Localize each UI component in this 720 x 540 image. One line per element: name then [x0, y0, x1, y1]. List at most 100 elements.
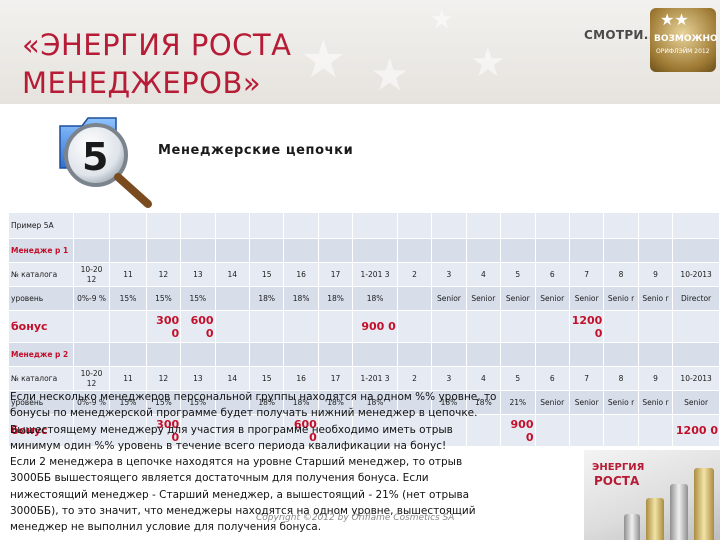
- explanation-line: 3000ББ), то это значит, что менеджеры на…: [10, 505, 476, 518]
- header-band: ★ ★ ★ ★ «ЭНЕРГИЯ РОСТА МЕНЕДЖЕРОВ» СМОТР…: [0, 0, 720, 104]
- table-cell: [72, 342, 111, 367]
- table-cell: 18%: [248, 286, 285, 311]
- table-cell: [500, 212, 536, 239]
- table-cell: Senior: [500, 286, 536, 311]
- silver-column-icon: [670, 484, 688, 540]
- table-cell: [109, 342, 147, 367]
- row-label-cell: Пример 5А: [8, 212, 74, 239]
- table-cell: 15%: [109, 286, 147, 311]
- star-decoration-icon: ★: [430, 5, 454, 35]
- table-cell: 15%: [145, 286, 182, 311]
- table-cell: [180, 238, 216, 263]
- page-title-line1: «ЭНЕРГИЯ РОСТА: [22, 28, 292, 62]
- table-cell: 10-2013: [672, 366, 720, 391]
- table-cell: [396, 390, 433, 415]
- table-cell: Senior: [465, 286, 502, 311]
- table-cell: [352, 342, 398, 367]
- table-cell: [214, 414, 250, 447]
- table-cell: 600 0: [283, 414, 319, 447]
- table-cell: [180, 342, 216, 367]
- row-label-cell: бонус: [8, 310, 74, 343]
- table-cell: 16: [283, 366, 319, 391]
- copyright-text: Copyright ©2012 by Oriflame Cosmetics SA: [256, 513, 455, 523]
- table-cell: 18%: [317, 390, 354, 415]
- table-cell: 7: [568, 366, 605, 391]
- table-cell: Director: [672, 286, 720, 311]
- star-decoration-icon: ★: [370, 50, 410, 101]
- table-cell: [500, 238, 536, 263]
- table-cell: 13: [180, 262, 216, 287]
- table-cell: 4: [465, 366, 502, 391]
- table-cell: [214, 342, 250, 367]
- table-cell: 12: [145, 366, 182, 391]
- table-cell: [145, 212, 182, 239]
- table-cell: 1-201 3: [352, 262, 398, 287]
- table-cell: 10-2013: [672, 262, 720, 287]
- table-cell: 8: [603, 262, 639, 287]
- table-cell: [603, 310, 639, 343]
- row-label-cell: № каталога: [8, 366, 74, 391]
- table-cell: 11: [109, 366, 147, 391]
- table-cell: 8: [603, 366, 639, 391]
- table-cell: [214, 212, 250, 239]
- table-cell: [534, 310, 570, 343]
- table-cell: Senio r: [603, 286, 639, 311]
- table-cell: [603, 342, 639, 367]
- table-cell: [180, 212, 216, 239]
- table-cell: 1200 0: [672, 414, 720, 447]
- table-cell: [248, 238, 285, 263]
- table-cell: 300 0: [145, 310, 182, 343]
- table-row: Менедже р 2: [8, 342, 720, 367]
- explanation-line: Вышестоящему менеджеру для участия в про…: [10, 423, 453, 436]
- table-cell: 2: [396, 262, 433, 287]
- table-cell: [637, 212, 674, 239]
- logo-badge-text: ВОЗМОЖНО: [654, 34, 718, 44]
- table-cell: [248, 342, 285, 367]
- table-cell: 900 0: [500, 414, 536, 447]
- table-cell: [396, 286, 433, 311]
- table-cell: 11: [109, 262, 147, 287]
- icon-number: 5: [82, 135, 108, 179]
- row-label-cell: № каталога: [8, 262, 74, 287]
- table-cell: [317, 414, 354, 447]
- table-cell: [603, 212, 639, 239]
- table-row: уровень 0%-9 % 15% 15% 15% 18% 18% 18% 18% 18% 18%…: [8, 390, 720, 415]
- table-cell: 15%: [109, 390, 147, 415]
- table-cell: [672, 342, 720, 367]
- smotri-logo: СМОТРИ...: [584, 28, 659, 42]
- section-title: Менеджерские цепочки: [158, 143, 354, 158]
- table-cell: [72, 212, 111, 239]
- table-cell: [534, 212, 570, 239]
- table-cell: 16: [283, 262, 319, 287]
- table-row: бонус 300 0 600 0 900 0 1200 0: [8, 310, 720, 343]
- gold-column-icon: [694, 468, 714, 540]
- table-row: Менедже р 1: [8, 238, 720, 263]
- page-title: «ЭНЕРГИЯ РОСТА МЕНЕДЖЕРОВ»: [22, 26, 291, 102]
- table-cell: [637, 238, 674, 263]
- table-cell: [109, 414, 147, 447]
- table-cell: 0%-9 %: [72, 286, 111, 311]
- table-cell: 18%: [352, 390, 398, 415]
- table-cell: 1-201 3: [352, 366, 398, 391]
- table-cell: [396, 342, 433, 367]
- table-cell: 10-20 12: [72, 262, 111, 287]
- table-cell: [352, 238, 398, 263]
- explanation-text: Если несколько менеджеров персональной г…: [10, 389, 590, 536]
- row-label-cell: Менедже р 2: [8, 342, 74, 367]
- table-cell: 12: [145, 262, 182, 287]
- vozmozhno-logo: ★★ ВОЗМОЖНО ОРИФЛЭЙМ 2012: [650, 8, 718, 72]
- table-cell: 14: [214, 262, 250, 287]
- stars-icon: ★★: [660, 10, 689, 29]
- bonus-table: Пример 5А Менедже р 1 № каталога 10-20 12 11…: [8, 212, 720, 447]
- table-cell: [534, 414, 570, 447]
- star-decoration-icon: ★: [470, 40, 506, 86]
- table-cell: 5: [500, 366, 536, 391]
- table-row: Пример 5А: [8, 212, 720, 239]
- table-cell: [352, 212, 398, 239]
- row-label-cell: уровень: [8, 286, 74, 311]
- table-cell: Senio r: [637, 390, 674, 415]
- table-cell: 5: [500, 262, 536, 287]
- table-cell: [672, 310, 720, 343]
